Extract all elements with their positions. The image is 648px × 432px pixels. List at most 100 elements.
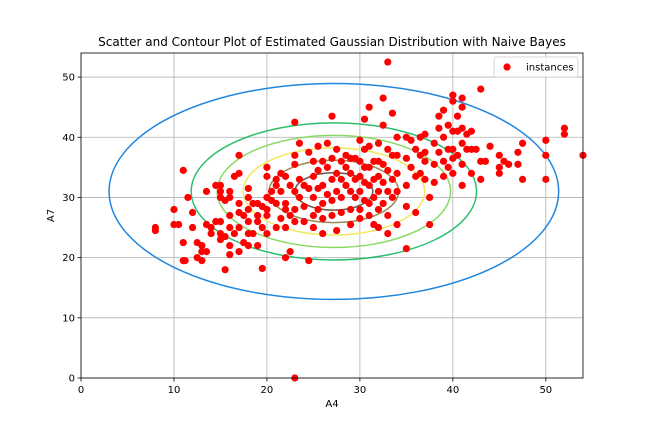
data-point [179, 238, 187, 247]
x-axis-label: A4 [325, 399, 338, 410]
data-point [379, 199, 387, 208]
data-point [291, 217, 299, 226]
data-point [337, 157, 345, 165]
data-point [495, 169, 503, 177]
data-point [207, 229, 215, 238]
data-point [323, 163, 331, 171]
y-tick-label: 40 [62, 133, 75, 144]
data-point [333, 187, 341, 196]
axis-ticks: 0 10 20 30 40 50 0 10 20 30 40 50 [62, 73, 552, 396]
contour-line [108, 82, 560, 301]
legend: instances [493, 56, 579, 78]
data-point [216, 187, 225, 196]
data-point [374, 172, 383, 180]
y-tick-label: 30 [62, 193, 75, 204]
data-point [295, 175, 304, 183]
data-point [291, 160, 299, 168]
data-point [453, 151, 462, 159]
data-point [281, 223, 290, 232]
data-point [254, 217, 262, 226]
data-point [328, 211, 336, 220]
data-point [407, 136, 415, 144]
data-point [281, 205, 290, 214]
data-point [258, 223, 266, 232]
data-point [346, 169, 355, 177]
data-point [221, 266, 229, 274]
data-point [258, 264, 266, 273]
data-point [421, 157, 429, 165]
data-point [458, 103, 466, 111]
data-point [235, 199, 243, 208]
data-point [477, 175, 485, 183]
data-point [314, 166, 322, 174]
data-point [495, 151, 503, 159]
data-point [281, 172, 290, 180]
data-point [305, 148, 313, 156]
data-point [481, 157, 489, 165]
data-point [430, 139, 438, 147]
contour-line [190, 122, 478, 261]
data-point [379, 178, 387, 186]
data-point [244, 193, 252, 202]
data-point [393, 151, 401, 159]
data-point [244, 241, 252, 250]
data-point [184, 193, 192, 202]
data-point [402, 181, 410, 190]
data-point [188, 223, 197, 232]
data-point [272, 175, 280, 183]
data-point [542, 136, 550, 144]
data-point [323, 190, 331, 199]
data-point [356, 214, 364, 223]
data-point [449, 169, 457, 177]
data-point [444, 121, 452, 129]
data-point [421, 175, 429, 183]
data-point [333, 226, 341, 235]
data-point [272, 181, 280, 190]
data-point [407, 163, 415, 171]
data-point [426, 193, 434, 202]
y-tick-label: 10 [62, 313, 75, 324]
data-point [277, 187, 285, 196]
data-point [356, 187, 364, 196]
data-point [416, 169, 424, 177]
legend-marker [503, 63, 511, 71]
data-point [374, 205, 383, 214]
data-point [514, 160, 522, 168]
x-tick-label: 50 [539, 385, 552, 396]
data-point [453, 112, 462, 120]
data-point [365, 199, 373, 208]
data-point [328, 175, 336, 183]
data-point [374, 187, 383, 196]
data-point [384, 145, 392, 153]
x-tick-label: 20 [261, 385, 274, 396]
data-point [346, 205, 355, 214]
data-point [319, 181, 327, 190]
data-point [472, 145, 480, 153]
data-point [384, 58, 392, 66]
data-point [328, 112, 336, 120]
data-point [426, 220, 434, 229]
data-point [374, 223, 383, 232]
data-point [226, 251, 234, 259]
data-point [412, 208, 420, 217]
data-point [277, 214, 285, 223]
data-point [235, 223, 243, 232]
data-point [402, 202, 410, 211]
data-point [542, 175, 550, 183]
data-point [281, 254, 290, 262]
data-point [333, 169, 341, 177]
y-axis-label: A7 [46, 209, 57, 222]
data-point [449, 91, 457, 99]
data-point [272, 223, 280, 232]
data-point [360, 115, 369, 123]
data-point [518, 139, 527, 147]
data-point [346, 187, 355, 196]
data-point [151, 226, 159, 235]
data-point [286, 211, 294, 220]
data-point [235, 248, 243, 256]
data-point [272, 199, 280, 208]
data-point [514, 148, 522, 156]
data-point [300, 217, 308, 226]
data-point [314, 142, 322, 150]
data-point [458, 160, 466, 168]
